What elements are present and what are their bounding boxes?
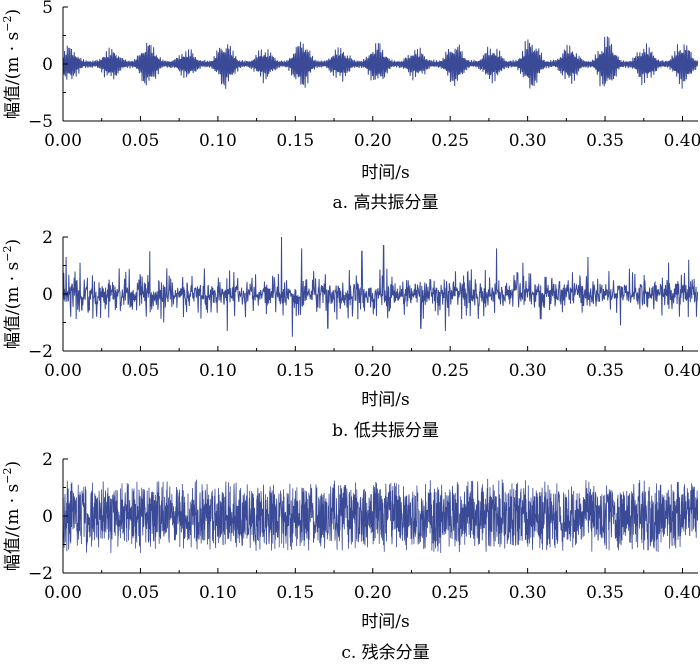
x-tick-label: 0.35 xyxy=(586,131,624,151)
panel-caption: a. 高共振分量 xyxy=(333,193,439,213)
x-tick-label: 0.05 xyxy=(122,583,160,603)
x-tick-label: 0.00 xyxy=(44,583,82,603)
x-tick-label: 0.05 xyxy=(122,131,160,151)
panel-caption: c. 残余分量 xyxy=(341,643,429,663)
x-tick-label: 0.30 xyxy=(509,583,547,603)
y-tick-label: −2 xyxy=(28,564,53,584)
x-tick-label: 0.10 xyxy=(199,361,237,381)
x-tick-label: 0.10 xyxy=(199,131,237,151)
x-tick-label: 0.20 xyxy=(354,361,392,381)
x-tick-label: 0.00 xyxy=(44,131,82,151)
x-tick-label: 0.30 xyxy=(509,361,547,381)
y-tick-label: −5 xyxy=(28,112,53,132)
x-axis-label: 时间/s xyxy=(361,390,409,410)
x-tick-label: 0.10 xyxy=(199,583,237,603)
y-tick-label: 0 xyxy=(42,507,53,527)
y-tick-label: 0 xyxy=(42,285,53,305)
x-tick-label: 0.35 xyxy=(586,583,624,603)
y-tick-label: 5 xyxy=(42,0,53,18)
x-tick-label: 0.15 xyxy=(276,583,314,603)
y-tick-label: 2 xyxy=(42,228,53,248)
x-tick-label: 0.25 xyxy=(431,361,469,381)
x-tick-label: 0.25 xyxy=(431,583,469,603)
x-tick-label: 0.40 xyxy=(664,131,700,151)
x-axis-label: 时间/s xyxy=(361,163,409,183)
chart-panel-2: 0.00 0.05 0.10 0.15 0.20 0.25 0.30 0.35 0.40 −2 0 2… xyxy=(1,450,700,663)
x-tick-label: 0.15 xyxy=(276,131,314,151)
series-line xyxy=(63,237,698,337)
chart-panel-1: 0.00 0.05 0.10 0.15 0.20 0.25 0.30 0.35 0.40 −2 0 2… xyxy=(1,228,700,441)
y-tick-label: 0 xyxy=(42,55,53,75)
y-axis-label: 幅值/(m · s−2) xyxy=(1,461,23,571)
y-axis-label: 幅值/(m · s−2) xyxy=(1,239,23,349)
panel-caption: b. 低共振分量 xyxy=(332,421,439,441)
x-tick-label: 0.15 xyxy=(276,361,314,381)
x-tick-label: 0.30 xyxy=(509,131,547,151)
x-tick-label: 0.05 xyxy=(122,361,160,381)
series-line xyxy=(63,478,698,554)
y-tick-label: 2 xyxy=(42,450,53,470)
x-tick-label: 0.20 xyxy=(354,583,392,603)
x-tick-label: 0.40 xyxy=(664,583,700,603)
y-axis-label: 幅值/(m · s−2) xyxy=(1,9,23,119)
series-line xyxy=(63,36,698,89)
x-tick-label: 0.40 xyxy=(664,361,700,381)
x-tick-label: 0.00 xyxy=(44,361,82,381)
y-tick-label: −2 xyxy=(28,342,53,362)
x-tick-label: 0.20 xyxy=(354,131,392,151)
x-tick-label: 0.35 xyxy=(586,361,624,381)
x-tick-label: 0.25 xyxy=(431,131,469,151)
chart-panel-0: 0.00 0.05 0.10 0.15 0.20 0.25 0.30 0.35 0.40 −5 0 5… xyxy=(1,0,700,213)
x-axis-label: 时间/s xyxy=(361,612,409,632)
